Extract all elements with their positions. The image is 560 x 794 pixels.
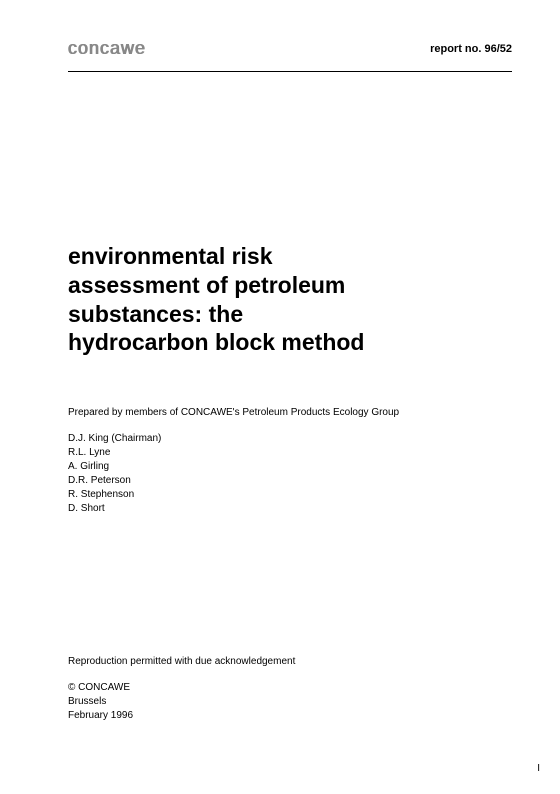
author: D. Short (68, 502, 512, 516)
author: D.R. Peterson (68, 474, 512, 488)
logo: concawe (68, 38, 146, 59)
reproduction-notice: Reproduction permitted with due acknowle… (68, 656, 512, 667)
copyright-block: © CONCAWE Brussels February 1996 (68, 681, 512, 723)
prepared-by: Prepared by members of CONCAWE's Petrole… (68, 407, 512, 418)
author: R. Stephenson (68, 488, 512, 502)
author: A. Girling (68, 460, 512, 474)
report-number: report no. 96/52 (430, 43, 512, 55)
copyright-location: Brussels (68, 695, 512, 709)
copyright-line: © CONCAWE (68, 681, 512, 695)
document-title: environmental risk assessment of petrole… (68, 242, 388, 357)
authors-list: D.J. King (Chairman) R.L. Lyne A. Girlin… (68, 432, 512, 516)
copyright-date: February 1996 (68, 709, 512, 723)
header-row: concawe report no. 96/52 (68, 38, 512, 59)
author: D.J. King (Chairman) (68, 432, 512, 446)
divider (68, 71, 512, 72)
page-number: I (537, 763, 540, 774)
author: R.L. Lyne (68, 446, 512, 460)
